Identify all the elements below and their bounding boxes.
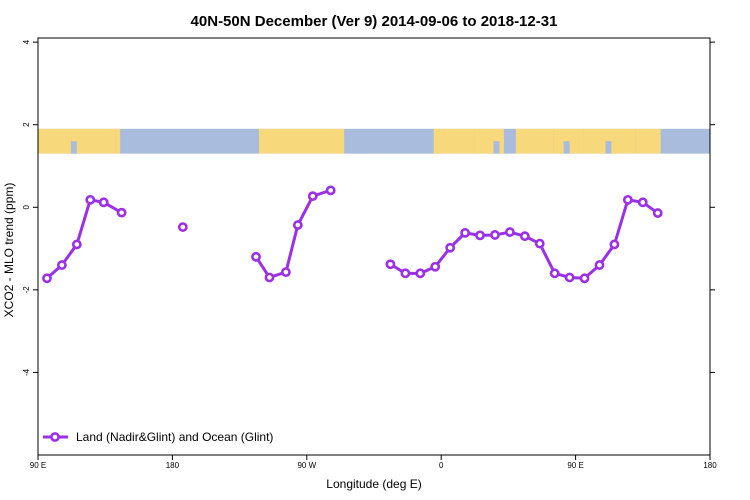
data-point bbox=[534, 238, 545, 249]
plot-frame bbox=[37, 37, 711, 456]
ocean-inlet bbox=[351, 141, 367, 154]
x-tick-label: 180 bbox=[703, 461, 717, 470]
y-tick-label: -4 bbox=[22, 368, 31, 376]
x-axis-label: Longitude (deg E) bbox=[326, 477, 421, 491]
data-point bbox=[71, 239, 82, 250]
data-point bbox=[504, 227, 515, 237]
y-tick-label: -2 bbox=[22, 286, 31, 294]
data-point bbox=[56, 260, 67, 270]
land-mass bbox=[515, 128, 554, 154]
data-point bbox=[622, 194, 633, 205]
data-point bbox=[400, 268, 411, 279]
data-point bbox=[264, 272, 275, 283]
data-point bbox=[564, 272, 575, 283]
data-point bbox=[85, 194, 96, 205]
data-point bbox=[280, 267, 291, 277]
land-mass bbox=[635, 128, 661, 154]
data-point bbox=[177, 222, 188, 232]
y-tick-label: 2 bbox=[22, 122, 31, 127]
data-point bbox=[307, 191, 318, 202]
x-tick-label: 0 bbox=[439, 461, 444, 470]
plot-area: 90 E 180 90 W 0 90 E 180 4 2 0 -2 -4 Land (Nadir&Gl… bbox=[22, 37, 717, 470]
data-point bbox=[42, 273, 52, 284]
land-mass bbox=[259, 128, 345, 154]
data-point bbox=[116, 207, 127, 218]
chart-title: 40N-50N December (Ver 9) 2014-09-06 to 2… bbox=[191, 13, 558, 30]
data-point bbox=[385, 259, 396, 270]
ocean-inlet bbox=[70, 141, 77, 154]
ocean-inlet bbox=[493, 141, 500, 154]
data-point bbox=[637, 197, 648, 208]
x-tick-label: 180 bbox=[166, 461, 180, 470]
data-point bbox=[652, 208, 663, 218]
data-point bbox=[430, 261, 441, 272]
y-tick-label: 4 bbox=[22, 39, 31, 44]
x-tick-label: 90 W bbox=[297, 461, 316, 470]
data-point bbox=[292, 220, 303, 230]
data-point bbox=[490, 230, 500, 240]
series-line bbox=[254, 188, 332, 279]
ocean-inlet bbox=[605, 141, 612, 154]
data-point bbox=[460, 227, 470, 238]
ocean-inlet bbox=[563, 141, 570, 154]
x-tick-label: 90 E bbox=[30, 461, 46, 470]
data-point bbox=[549, 268, 560, 279]
x-tick-label: 90 E bbox=[567, 461, 583, 470]
data-point bbox=[98, 197, 109, 208]
y-tick-label: 0 bbox=[22, 205, 31, 210]
data-point bbox=[445, 242, 456, 253]
land-mass bbox=[115, 128, 121, 154]
data-point bbox=[594, 260, 605, 270]
data-point bbox=[609, 239, 620, 250]
land-mass bbox=[433, 128, 475, 154]
data-point bbox=[579, 273, 590, 284]
data-point bbox=[325, 185, 336, 196]
legend-marker bbox=[50, 432, 60, 442]
data-point bbox=[415, 268, 426, 279]
legend-label: Land (Nadir&Glint) and Ocean (Glint) bbox=[76, 430, 273, 444]
data-point bbox=[251, 251, 261, 262]
data-point bbox=[475, 230, 485, 241]
y-axis-label: XCO2 - MLO trend (ppm) bbox=[2, 183, 16, 318]
data-point bbox=[519, 231, 530, 242]
